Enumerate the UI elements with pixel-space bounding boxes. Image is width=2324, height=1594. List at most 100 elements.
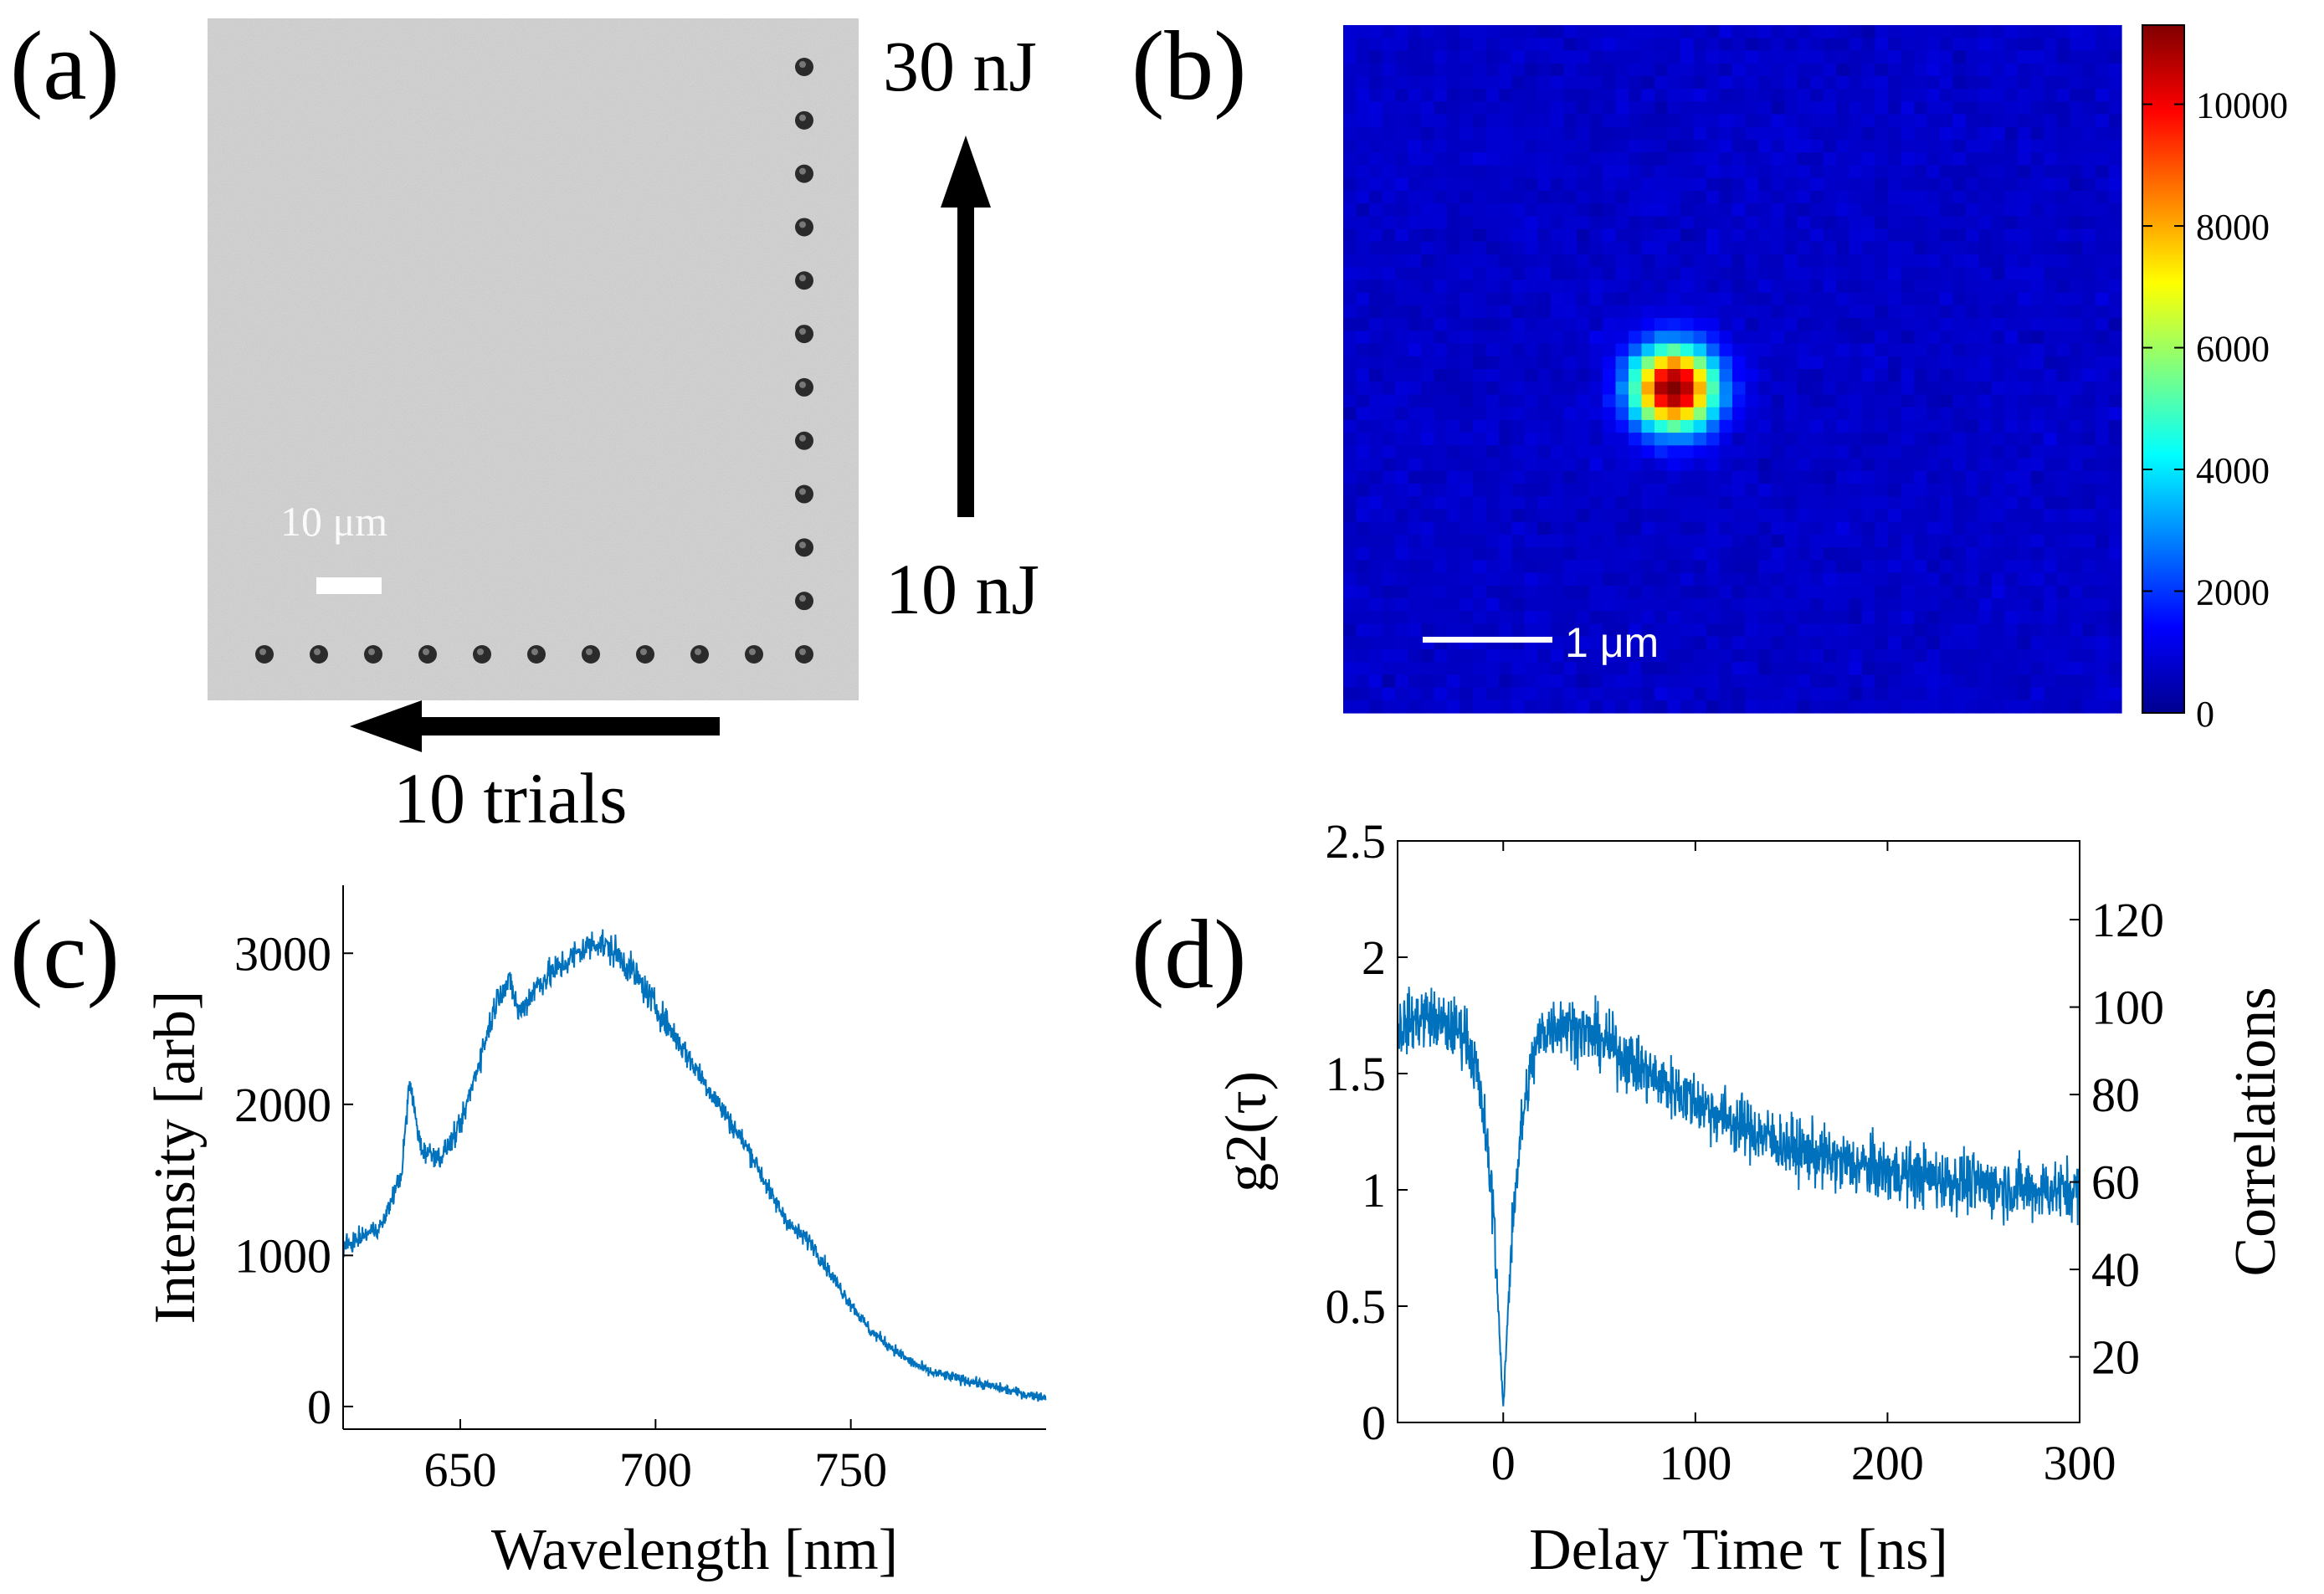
heatmap-cell [1525,228,1539,243]
heatmap-cell [1641,152,1655,167]
heatmap-cell [2082,534,2096,548]
heatmap-cell [1356,585,1370,599]
heatmap-cell [2004,496,2019,510]
heatmap-cell [1499,484,1513,497]
heatmap-cell [2096,623,2110,638]
heatmap-cell [2096,521,2110,536]
heatmap-cell [2056,38,2070,52]
sem-dot-highlight [640,648,647,655]
heatmap-cell [2096,445,2110,459]
heatmap-cell [1382,572,1396,587]
heatmap-cell [1836,687,1850,701]
heatmap-cell [1992,140,2006,153]
heatmap-cell [1629,470,1643,484]
heatmap-cell [1849,458,1863,472]
heatmap-cell [1395,585,1409,599]
heatmap-cell [1655,50,1669,64]
heatmap-cell [2082,611,2096,625]
heatmap-cell [1408,140,1422,153]
heatmap-cell [1888,470,1902,484]
heatmap-cell [1914,585,1928,599]
heatmap-cell [1926,662,1941,675]
heatmap-cell [1537,89,1552,102]
heatmap-cell [1551,369,1565,382]
heatmap-cell [1382,75,1396,90]
heatmap-cell [1706,598,1721,612]
heatmap-cell [1719,241,1733,255]
heatmap-cell [1719,101,1733,115]
heatmap-cell [1343,165,1357,179]
heatmap-cell [1926,585,1941,599]
heatmap-cell [1485,165,1500,179]
heatmap-cell [1758,50,1772,64]
heatmap-cell [1667,126,1681,141]
heatmap-cell [1849,585,1863,599]
heatmap-cell [1810,700,1824,714]
heatmap-cell [1537,216,1552,230]
heatmap-cell [1485,611,1500,625]
heatmap-cell [1771,648,1785,663]
heatmap-cell [1836,267,1850,281]
heatmap-cell [1525,89,1539,102]
heatmap-cell [1382,38,1396,52]
heatmap-cell [1706,687,1721,701]
heatmap-cell [1732,50,1747,64]
heatmap-cell [1485,458,1500,472]
heatmap-cell [1460,585,1474,599]
heatmap-cell [2018,305,2032,319]
heatmap-cell [1434,572,1448,587]
heatmap-cell [1511,190,1526,204]
heatmap-cell [1641,636,1655,650]
heatmap-cell [1473,241,1487,255]
y2-axis-label: Correlations [2224,987,2288,1276]
heatmap-cell [1655,267,1669,281]
heatmap-cell [1914,190,1928,204]
heatmap-cell [2082,165,2096,179]
heatmap-cell [1525,356,1539,370]
heatmap-cell [1525,292,1539,306]
heatmap-cell [1888,203,1902,217]
heatmap-cell [1784,38,1798,52]
heatmap-cell [1862,394,1876,408]
heatmap-cell [1875,254,1889,268]
heatmap-cell [1952,419,1967,433]
heatmap-cell [1952,674,1967,689]
heatmap-cell [1875,687,1889,701]
heatmap-cell [1901,228,1915,243]
heatmap-cell [1473,560,1487,574]
heatmap-cell [1926,279,1941,294]
heatmap-cell [2030,152,2044,167]
heatmap-cell [1758,114,1772,128]
heatmap-cell [1499,267,1513,281]
heatmap-cell [1966,267,1980,281]
heatmap-cell [1447,38,1461,52]
heatmap-cell [2108,152,2122,167]
heatmap-cell [2096,674,2110,689]
heatmap-cell [1577,38,1591,52]
heatmap-cell [1603,292,1617,306]
heatmap-cell [1577,331,1591,345]
heatmap-cell [1589,598,1603,612]
heatmap-cell [2082,458,2096,472]
heatmap-cell [1447,687,1461,701]
heatmap-cell [1485,101,1500,115]
heatmap-cell [1992,623,2006,638]
heatmap-cell [1460,547,1474,561]
heatmap-cell [1836,177,1850,192]
heatmap-cell [1356,25,1370,38]
heatmap-cell [1862,560,1876,574]
heatmap-cell [1589,636,1603,650]
heatmap-cell [1810,267,1824,281]
heatmap-cell [1525,63,1539,77]
heatmap-cell [1693,407,1707,421]
heatmap-cell [1447,534,1461,548]
heatmap-cell [2096,216,2110,230]
heatmap-cell [1719,331,1733,345]
heatmap-cell [1810,152,1824,167]
heatmap-cell [1888,305,1902,319]
heatmap-cell [1589,623,1603,638]
heatmap-cell [1823,419,1837,433]
heatmap-cell [2044,458,2058,472]
heatmap-cell [1914,126,1928,141]
